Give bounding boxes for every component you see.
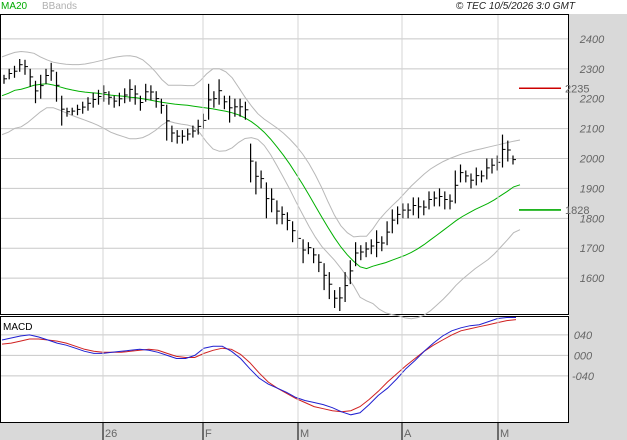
bband-lower bbox=[1, 107, 521, 320]
macd-y-axis: 040 000 -040 bbox=[572, 330, 595, 383]
key-levels: 2235 1828 bbox=[519, 83, 589, 217]
x-tick-M: M bbox=[300, 428, 309, 440]
y-tick-1800: 1800 bbox=[580, 213, 605, 225]
x-tick-M: M bbox=[500, 428, 509, 440]
x-axis-gutter bbox=[0, 423, 569, 440]
y-tick-1900: 1900 bbox=[580, 183, 605, 195]
macd-y-tick--040: -040 bbox=[572, 371, 595, 383]
legend-bbands: BBands bbox=[42, 1, 77, 12]
price-y-axis: 1600 1700 1800 1900 2000 2100 2200 2300 2400 bbox=[579, 34, 605, 285]
x-tick-F: F bbox=[205, 428, 212, 440]
x-tick-26: 26 bbox=[105, 428, 117, 440]
support-label: 1828 bbox=[565, 205, 589, 217]
resistance-label: 2235 bbox=[565, 83, 589, 95]
macd-panel-frame bbox=[0, 316, 569, 423]
y-tick-2300: 2300 bbox=[579, 64, 605, 76]
y-tick-2400: 2400 bbox=[579, 34, 605, 46]
header: MA20 BBands © TEC 10/5/2026 3:0 GMT bbox=[1, 1, 576, 12]
y-tick-2000: 2000 bbox=[579, 154, 605, 166]
price-bars bbox=[3, 59, 516, 311]
legend-ma20: MA20 bbox=[1, 1, 28, 12]
bband-upper bbox=[1, 50, 521, 238]
x-axis: 26 F M A M bbox=[102, 15, 509, 440]
macd-y-tick-040: 040 bbox=[574, 330, 593, 342]
signal-line bbox=[1, 319, 517, 413]
macd-y-tick-000: 000 bbox=[574, 350, 593, 362]
x-tick-A: A bbox=[404, 428, 412, 440]
macd-title: MACD bbox=[3, 322, 32, 333]
y-tick-2100: 2100 bbox=[579, 124, 605, 136]
y-tick-1700: 1700 bbox=[580, 243, 605, 255]
copyright-text: © TEC 10/5/2026 3:0 GMT bbox=[456, 1, 576, 12]
macd-line bbox=[1, 317, 516, 416]
price-panel-frame bbox=[0, 14, 569, 315]
macd-gridlines bbox=[1, 334, 568, 377]
ma20 bbox=[1, 83, 521, 270]
price-gridlines bbox=[1, 38, 568, 279]
y-axis-gutter bbox=[569, 14, 627, 440]
macd-lines bbox=[1, 317, 517, 416]
y-tick-2200: 2200 bbox=[579, 94, 605, 106]
ma20-line bbox=[1, 83, 521, 270]
bollinger-bands bbox=[1, 50, 521, 320]
y-tick-1600: 1600 bbox=[580, 273, 605, 285]
